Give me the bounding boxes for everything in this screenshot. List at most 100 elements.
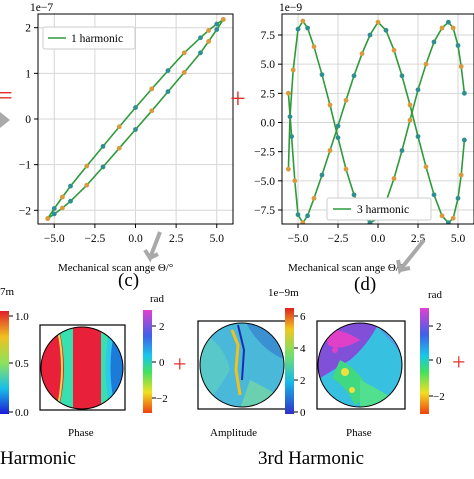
right-series-1-point bbox=[311, 195, 317, 201]
left-ytick-label: 0 bbox=[25, 114, 31, 126]
colorbar-2 bbox=[143, 310, 152, 413]
cb4-tick-top: 2 bbox=[436, 321, 442, 333]
left-series-2-point bbox=[51, 211, 57, 217]
right-series-1-point bbox=[327, 148, 333, 153]
right-series-2-point bbox=[462, 90, 467, 96]
cb1-tick-top: 1.0 bbox=[15, 311, 29, 323]
right-ytick-label: 0.0 bbox=[261, 118, 276, 130]
right-series-2-point bbox=[446, 19, 451, 25]
left-series-2-point bbox=[214, 27, 220, 32]
left-series-1-point bbox=[68, 183, 73, 189]
right-series-1-point bbox=[407, 102, 413, 108]
left-series-1-point bbox=[59, 194, 65, 200]
colorbar-4 bbox=[420, 308, 429, 414]
left-series-2-point bbox=[198, 50, 203, 56]
right-series-1-point bbox=[458, 172, 464, 178]
right-ytick-label: −5.0 bbox=[254, 176, 275, 188]
right-series-1-point bbox=[300, 220, 306, 224]
right-xtick-label: −5.0 bbox=[288, 233, 309, 245]
right-series-2-point bbox=[423, 61, 429, 67]
right-series-2-point bbox=[319, 72, 325, 78]
right-series-2-point bbox=[431, 39, 437, 45]
left-xtick-label: 2.5 bbox=[169, 233, 184, 245]
right-series-1-point bbox=[462, 137, 467, 143]
cb2-tick-top: 2 bbox=[159, 321, 165, 333]
left-xtick-label: 5.0 bbox=[210, 233, 225, 245]
cb3-tick-4: 4 bbox=[300, 343, 306, 355]
plus-sign-bottom-1: + bbox=[173, 352, 187, 378]
right-series bbox=[286, 18, 467, 224]
right-series-1-line bbox=[287, 20, 466, 224]
right-series-2-point bbox=[450, 25, 456, 31]
right-series-1-point bbox=[343, 97, 349, 103]
arrow-c bbox=[143, 231, 162, 263]
left-series-1-point bbox=[84, 163, 90, 169]
left-series-1-point bbox=[181, 50, 187, 56]
cb3-tick-2: 2 bbox=[300, 375, 306, 387]
cb3-tick-6: 6 bbox=[300, 311, 306, 323]
cb2-unit: rad bbox=[150, 293, 165, 305]
amplitude-map bbox=[197, 320, 287, 410]
right-series-2-point bbox=[300, 18, 306, 24]
right-series-2-point bbox=[415, 87, 421, 93]
left-series-2-point bbox=[68, 198, 73, 204]
cb4-tick-bottom: −2 bbox=[433, 391, 445, 403]
colorbar-3 bbox=[285, 308, 294, 414]
left-xtick-label: −2.5 bbox=[84, 233, 105, 245]
cb4-ticks: 2 0 −2 bbox=[429, 321, 445, 403]
plus-sign-top: + bbox=[230, 84, 246, 115]
plot-1st-harmonic: −2 −1 0 1 2 −5.0 −2.5 0.0 2.5 5.0 1e−7 1 harmoni… bbox=[19, 2, 234, 274]
arrow-d bbox=[396, 238, 426, 275]
right-series-2-point bbox=[327, 102, 333, 108]
right-series-2-point bbox=[455, 43, 461, 48]
right-series-2-point bbox=[391, 176, 397, 181]
plus-sign-bottom-2: + bbox=[452, 350, 466, 376]
right-series-1-point bbox=[351, 73, 357, 79]
right-series-1-point bbox=[446, 220, 451, 224]
right-xticks: −5.0 −2.5 0.0 2.5 5.0 bbox=[288, 224, 465, 245]
right-grid bbox=[282, 14, 474, 224]
left-series-2-point bbox=[45, 216, 51, 221]
left-series-2-point bbox=[165, 89, 171, 95]
left-series-2-point bbox=[133, 127, 138, 132]
cb4-tick-mid: 0 bbox=[436, 355, 442, 367]
right-series-1-point bbox=[286, 90, 291, 96]
left-series bbox=[45, 17, 226, 221]
left-series-1-point bbox=[116, 124, 122, 130]
panel-label-d: (d) bbox=[354, 274, 376, 295]
left-series-2-point bbox=[84, 182, 90, 188]
right-series-1-point bbox=[375, 19, 381, 25]
plot-3rd-harmonic: 7.5 5.0 2.5 0.0 −2.5 −5.0 −7.5 −5.0 −2.5 0.0 2.5 5… bbox=[254, 2, 474, 274]
equals-sign: = bbox=[0, 81, 13, 110]
left-series-1-point bbox=[149, 86, 155, 92]
cb4-unit: rad bbox=[428, 289, 443, 301]
right-series-2-point bbox=[458, 64, 464, 69]
right-series-2-point bbox=[287, 114, 293, 120]
cb3-unit: 1e−9m bbox=[268, 287, 299, 299]
left-yticks: −2 −1 0 1 2 bbox=[19, 23, 38, 217]
cb3-tick-0: 0 bbox=[300, 407, 306, 419]
right-series-1-point bbox=[289, 134, 294, 139]
left-series-2-point bbox=[116, 145, 122, 151]
right-series-1-point bbox=[335, 123, 341, 129]
right-series-2-point bbox=[295, 26, 301, 32]
cb1-ticks: 1.0 0.5 0.0 bbox=[9, 311, 29, 419]
right-series-2-point bbox=[290, 67, 296, 73]
left-xtick-label: −5.0 bbox=[44, 233, 65, 245]
right-legend: 3 harmonic bbox=[326, 197, 432, 221]
left-series-1-point bbox=[214, 21, 220, 27]
right-series-2-point bbox=[367, 220, 373, 224]
left-ytick-label: 1 bbox=[25, 68, 31, 80]
right-exponent: 1e−9 bbox=[279, 2, 302, 14]
right-series-1-point bbox=[295, 212, 301, 218]
cb2-tick-bottom: −2 bbox=[156, 393, 168, 405]
left-ytick-label: 2 bbox=[25, 23, 31, 35]
right-series-1-point bbox=[305, 213, 310, 219]
colorbar-1 bbox=[0, 311, 9, 414]
left-legend-label: 1 harmonic bbox=[71, 33, 123, 45]
right-ytick-label: −7.5 bbox=[254, 205, 275, 217]
left-series-2-point bbox=[181, 70, 187, 75]
phase-map-2 bbox=[316, 320, 406, 410]
cb2-ticks: 2 0 −2 bbox=[152, 321, 168, 405]
